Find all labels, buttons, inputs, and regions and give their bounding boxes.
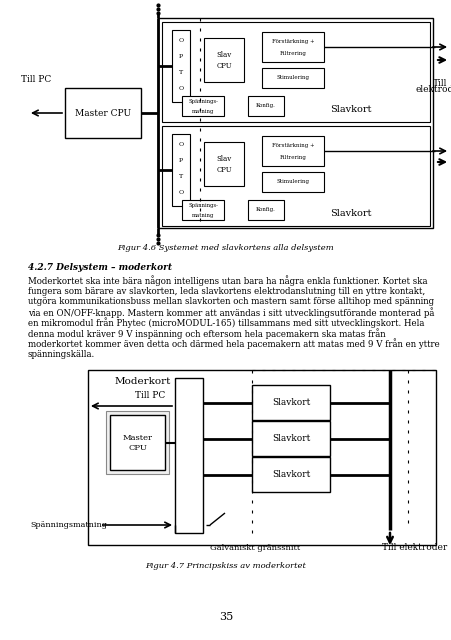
Bar xyxy=(88,370,435,545)
Text: 35: 35 xyxy=(218,612,233,622)
Bar xyxy=(262,136,323,166)
Text: Till elektroder: Till elektroder xyxy=(382,543,446,552)
Bar xyxy=(110,415,165,470)
Text: Master: Master xyxy=(122,433,152,442)
Bar xyxy=(161,22,429,122)
Bar xyxy=(106,411,169,474)
Text: P: P xyxy=(179,54,183,58)
Text: 4.2.7 Delsystem – moderkort: 4.2.7 Delsystem – moderkort xyxy=(28,264,172,273)
Text: P: P xyxy=(179,157,183,163)
Bar xyxy=(248,96,283,116)
Text: Figur 4.6 Systemet med slavkortens alla delsystem: Figur 4.6 Systemet med slavkortens alla … xyxy=(117,244,334,252)
Text: Stimulering: Stimulering xyxy=(276,179,309,184)
Text: O: O xyxy=(178,86,183,90)
Text: Moderkortet ska inte bära någon intelligens utan bara ha några enkla funktioner.: Moderkortet ska inte bära någon intellig… xyxy=(28,276,427,286)
Bar xyxy=(65,88,141,138)
Text: Slavkort: Slavkort xyxy=(271,434,309,443)
Bar xyxy=(175,378,202,533)
Bar xyxy=(203,38,244,82)
Text: T: T xyxy=(179,173,183,179)
Text: Slavkort: Slavkort xyxy=(271,398,309,407)
Text: Slav: Slav xyxy=(216,51,231,59)
Bar xyxy=(252,457,329,492)
Text: Förstärkning +: Förstärkning + xyxy=(271,40,313,45)
Text: Konfig.: Konfig. xyxy=(256,207,275,212)
Text: O: O xyxy=(178,38,183,42)
Text: Slavkort: Slavkort xyxy=(329,104,371,113)
Text: Master CPU: Master CPU xyxy=(75,109,131,118)
Text: Till: Till xyxy=(432,79,446,88)
Bar xyxy=(262,32,323,62)
Text: CPU: CPU xyxy=(216,166,231,174)
Bar xyxy=(262,172,323,192)
Bar xyxy=(248,200,283,220)
Text: denna modul kräver 9 V inspänning och eftersom hela pacemakern ska matas från: denna modul kräver 9 V inspänning och ef… xyxy=(28,328,385,339)
Bar xyxy=(252,385,329,420)
Text: T: T xyxy=(179,70,183,74)
Text: en mikromodul från Phytec (microMODUL-165) tillsammans med sitt utvecklingskort.: en mikromodul från Phytec (microMODUL-16… xyxy=(28,317,423,328)
Text: Slavkort: Slavkort xyxy=(271,470,309,479)
Text: Filtrering: Filtrering xyxy=(279,154,306,159)
Text: Figur 4.7 Principskiss av moderkortet: Figur 4.7 Principskiss av moderkortet xyxy=(145,562,306,570)
Bar xyxy=(182,96,224,116)
Text: Slavkort: Slavkort xyxy=(329,209,371,218)
Text: CPU: CPU xyxy=(128,445,147,452)
Bar xyxy=(262,68,323,88)
Text: fungera som bärare av slavkorten, leda slavkortens elektrodanslutning till en yt: fungera som bärare av slavkorten, leda s… xyxy=(28,287,424,296)
Text: Galvaniskt gränssnitt: Galvaniskt gränssnitt xyxy=(209,544,299,552)
Text: Moderkort: Moderkort xyxy=(115,378,171,387)
Text: via en ON/OFF-knapp. Mastern kommer att användas i sitt utvecklingsutförande mon: via en ON/OFF-knapp. Mastern kommer att … xyxy=(28,307,433,318)
Text: matning: matning xyxy=(191,212,214,218)
Text: moderkortet kommer även detta och därmed hela pacemakern att matas med 9 V från : moderkortet kommer även detta och därmed… xyxy=(28,339,439,349)
Text: utgöra kommunikationsbuss mellan slavkorten och mastern samt förse alltihop med : utgöra kommunikationsbuss mellan slavkor… xyxy=(28,298,433,307)
Text: spänningskälla.: spänningskälla. xyxy=(28,350,95,359)
Bar xyxy=(158,18,432,228)
Text: CPU: CPU xyxy=(216,62,231,70)
Bar xyxy=(203,142,244,186)
Text: Konfig.: Konfig. xyxy=(256,104,275,109)
Text: Spänningsmatning: Spänningsmatning xyxy=(30,521,106,529)
Text: Spännings-: Spännings- xyxy=(188,99,217,104)
Text: O: O xyxy=(178,189,183,195)
Text: elektroder: elektroder xyxy=(415,86,451,95)
Text: Förstärkning +: Förstärkning + xyxy=(271,143,313,148)
Text: Stimulering: Stimulering xyxy=(276,76,309,81)
Bar xyxy=(182,200,224,220)
Bar xyxy=(161,126,429,226)
Text: Slav: Slav xyxy=(216,155,231,163)
Bar xyxy=(252,421,329,456)
Text: O: O xyxy=(178,141,183,147)
Text: Till PC: Till PC xyxy=(21,76,51,84)
Text: Filtrering: Filtrering xyxy=(279,51,306,56)
Text: matning: matning xyxy=(191,109,214,113)
Text: Till PC: Till PC xyxy=(134,392,165,401)
Text: Spännings-: Spännings- xyxy=(188,204,217,209)
Bar xyxy=(172,30,189,102)
Bar xyxy=(172,134,189,206)
